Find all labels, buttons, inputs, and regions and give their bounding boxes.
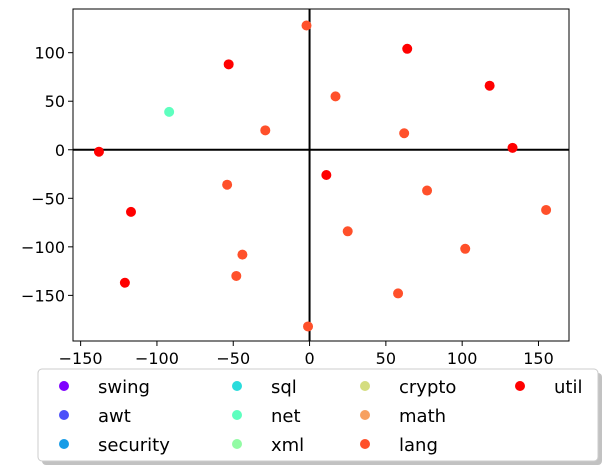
x-tick-label: −100 bbox=[135, 349, 179, 368]
legend-label-sql: sql bbox=[271, 377, 297, 398]
point-lang bbox=[260, 125, 271, 136]
legend-label-util: util bbox=[554, 377, 582, 398]
y-tick-label: −150 bbox=[21, 286, 65, 305]
point-lang bbox=[330, 91, 341, 102]
point-util bbox=[93, 146, 104, 157]
legend-marker-awt bbox=[59, 410, 69, 420]
point-util bbox=[125, 206, 136, 217]
point-lang bbox=[231, 270, 242, 281]
point-lang bbox=[222, 179, 233, 190]
x-tick-label: 50 bbox=[376, 349, 396, 368]
legend-label-security: security bbox=[98, 435, 170, 456]
legend-label-awt: awt bbox=[98, 406, 131, 427]
legend-label-swing: swing bbox=[98, 377, 150, 398]
plot-frame bbox=[72, 8, 570, 342]
legend-marker-security bbox=[59, 439, 69, 449]
legend-box bbox=[37, 368, 599, 462]
y-tick-label: 100 bbox=[34, 44, 65, 63]
point-util bbox=[223, 59, 234, 70]
x-tick-label: 150 bbox=[523, 349, 554, 368]
point-lang bbox=[237, 249, 248, 260]
legend-marker-xml bbox=[232, 439, 242, 449]
point-lang bbox=[393, 288, 404, 299]
x-tick-label: 100 bbox=[447, 349, 478, 368]
point-lang bbox=[301, 20, 312, 31]
legend-marker-lang bbox=[360, 439, 370, 449]
point-util bbox=[507, 142, 518, 153]
legend-label-lang: lang bbox=[399, 435, 438, 456]
point-lang bbox=[422, 185, 433, 196]
legend-label-net: net bbox=[271, 406, 301, 427]
legend-marker-swing bbox=[59, 381, 69, 391]
legend-marker-math bbox=[360, 410, 370, 420]
point-lang bbox=[460, 243, 471, 254]
legend-marker-util bbox=[515, 381, 525, 391]
legend-label-xml: xml bbox=[271, 435, 304, 456]
y-tick-label: −50 bbox=[31, 189, 65, 208]
point-util bbox=[484, 80, 495, 91]
point-lang bbox=[342, 226, 353, 237]
point-net bbox=[164, 106, 175, 117]
point-util bbox=[119, 277, 130, 288]
point-util bbox=[321, 170, 332, 180]
x-tick-label: 0 bbox=[304, 349, 314, 368]
y-tick-label: 0 bbox=[55, 141, 65, 160]
point-util bbox=[402, 43, 413, 54]
point-lang bbox=[399, 128, 410, 139]
legend-marker-net bbox=[232, 410, 242, 420]
x-tick-label: −150 bbox=[59, 349, 103, 368]
x-tick-label: −50 bbox=[216, 349, 250, 368]
legend-marker-crypto bbox=[360, 381, 370, 391]
point-lang bbox=[541, 204, 552, 215]
point-lang bbox=[303, 321, 314, 332]
legend-marker-sql bbox=[232, 381, 242, 391]
y-tick-label: −100 bbox=[21, 238, 65, 257]
legend-label-crypto: crypto bbox=[399, 377, 456, 398]
legend-label-math: math bbox=[399, 406, 446, 427]
y-tick-label: 50 bbox=[45, 92, 65, 111]
